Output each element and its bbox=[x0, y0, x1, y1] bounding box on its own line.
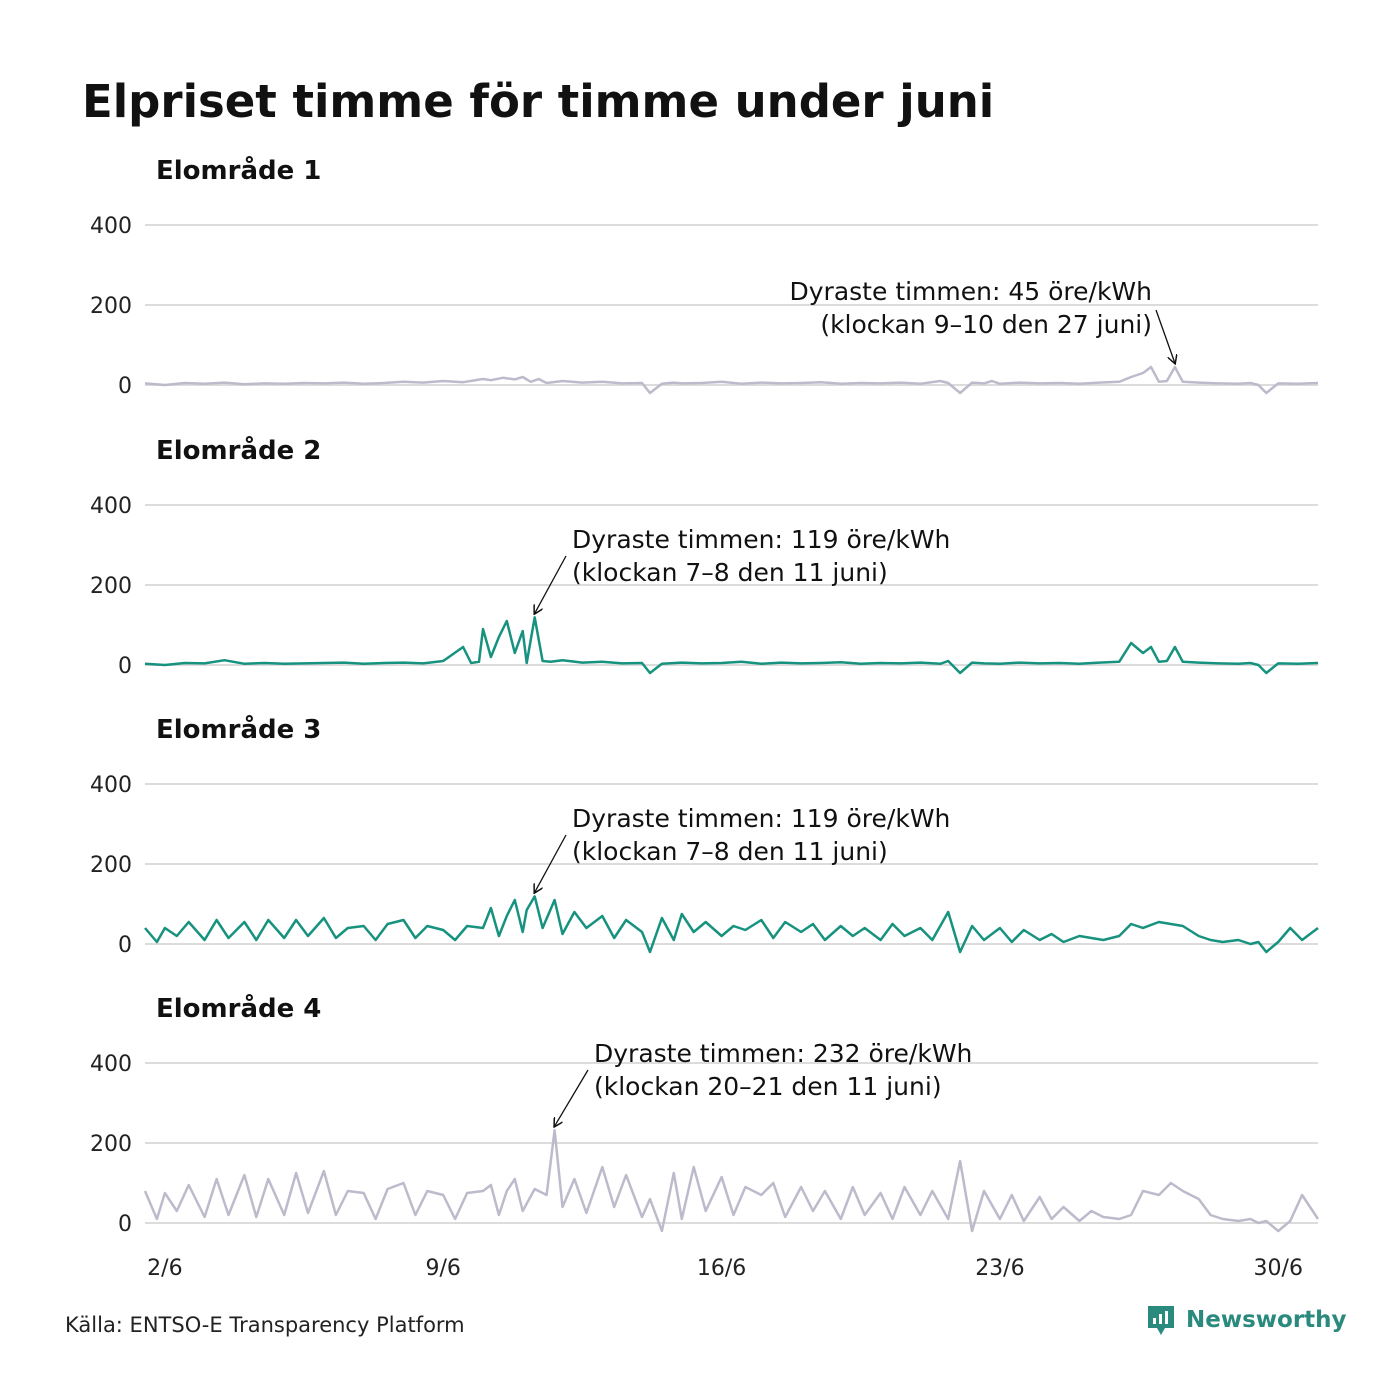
annotation-line-1: Dyraste timmen: 45 öre/kWh bbox=[790, 277, 1152, 306]
annotation-line-2: (klockan 7–8 den 11 juni) bbox=[572, 558, 888, 587]
panel-4: Elområde 4 0 200 400 Dyraste timmen: 232 öre… bbox=[90, 992, 1320, 1237]
panel-title: Elområde 3 bbox=[156, 713, 321, 745]
series-line bbox=[144, 616, 1319, 675]
newsworthy-logo-icon bbox=[1148, 1306, 1174, 1335]
x-axis: 2/6 9/6 16/6 23/6 30/6 bbox=[147, 1256, 1303, 1281]
y-tick-label: 0 bbox=[118, 933, 132, 958]
annotation-arrow bbox=[555, 1069, 589, 1126]
y-tick-label: 400 bbox=[90, 494, 132, 519]
newsworthy-logo: Newsworthy bbox=[1148, 1306, 1347, 1335]
annotation-line-1: Dyraste timmen: 119 öre/kWh bbox=[572, 525, 950, 554]
panel-2: Elområde 2 0 200 400 Dyraste timmen: 119 öre… bbox=[90, 434, 1319, 679]
chart-panels: Elområde 1 0 200 400 Dyraste timmen: 45 öre/… bbox=[90, 154, 1320, 1237]
annotation-line-1: Dyraste timmen: 119 öre/kWh bbox=[572, 804, 950, 833]
y-tick-label: 200 bbox=[90, 574, 132, 599]
series-line bbox=[144, 365, 1319, 395]
y-tick-label: 200 bbox=[90, 294, 132, 319]
annotation-arrow bbox=[535, 834, 567, 892]
annotation-line-1: Dyraste timmen: 232 öre/kWh bbox=[594, 1039, 972, 1068]
y-tick-label: 200 bbox=[90, 853, 132, 878]
annotation-arrow bbox=[1155, 309, 1175, 363]
x-tick-label: 9/6 bbox=[426, 1256, 461, 1281]
y-tick-label: 400 bbox=[90, 773, 132, 798]
y-tick-label: 0 bbox=[118, 1212, 132, 1237]
panel-title: Elområde 1 bbox=[156, 154, 321, 186]
annotation-line-2: (klockan 7–8 den 11 juni) bbox=[572, 837, 888, 866]
panel-title: Elområde 2 bbox=[156, 434, 321, 466]
x-tick-label: 16/6 bbox=[697, 1256, 746, 1281]
series-line bbox=[143, 1128, 1320, 1233]
annotation-line-2: (klockan 9–10 den 27 juni) bbox=[820, 310, 1152, 339]
panel-title: Elområde 4 bbox=[156, 992, 321, 1024]
annotation-arrow bbox=[535, 555, 567, 613]
source-note: Källa: ENTSO-E Transparency Platform bbox=[65, 1313, 465, 1337]
y-tick-label: 0 bbox=[118, 374, 132, 399]
panel-3: Elområde 3 0 200 400 Dyraste timmen: 119 öre… bbox=[90, 713, 1319, 958]
x-tick-label: 23/6 bbox=[975, 1256, 1024, 1281]
page-title: Elpriset timme för timme under juni bbox=[82, 75, 994, 128]
panel-1: Elområde 1 0 200 400 Dyraste timmen: 45 öre/… bbox=[90, 154, 1319, 399]
annotation-line-2: (klockan 20–21 den 11 juni) bbox=[594, 1072, 942, 1101]
y-tick-label: 200 bbox=[90, 1132, 132, 1157]
newsworthy-logo-text: Newsworthy bbox=[1186, 1307, 1347, 1333]
series-line bbox=[144, 895, 1319, 954]
x-tick-label: 2/6 bbox=[147, 1256, 182, 1281]
x-tick-label: 30/6 bbox=[1254, 1256, 1303, 1281]
y-tick-label: 0 bbox=[118, 654, 132, 679]
y-tick-label: 400 bbox=[90, 1052, 132, 1077]
y-tick-label: 400 bbox=[90, 214, 132, 239]
